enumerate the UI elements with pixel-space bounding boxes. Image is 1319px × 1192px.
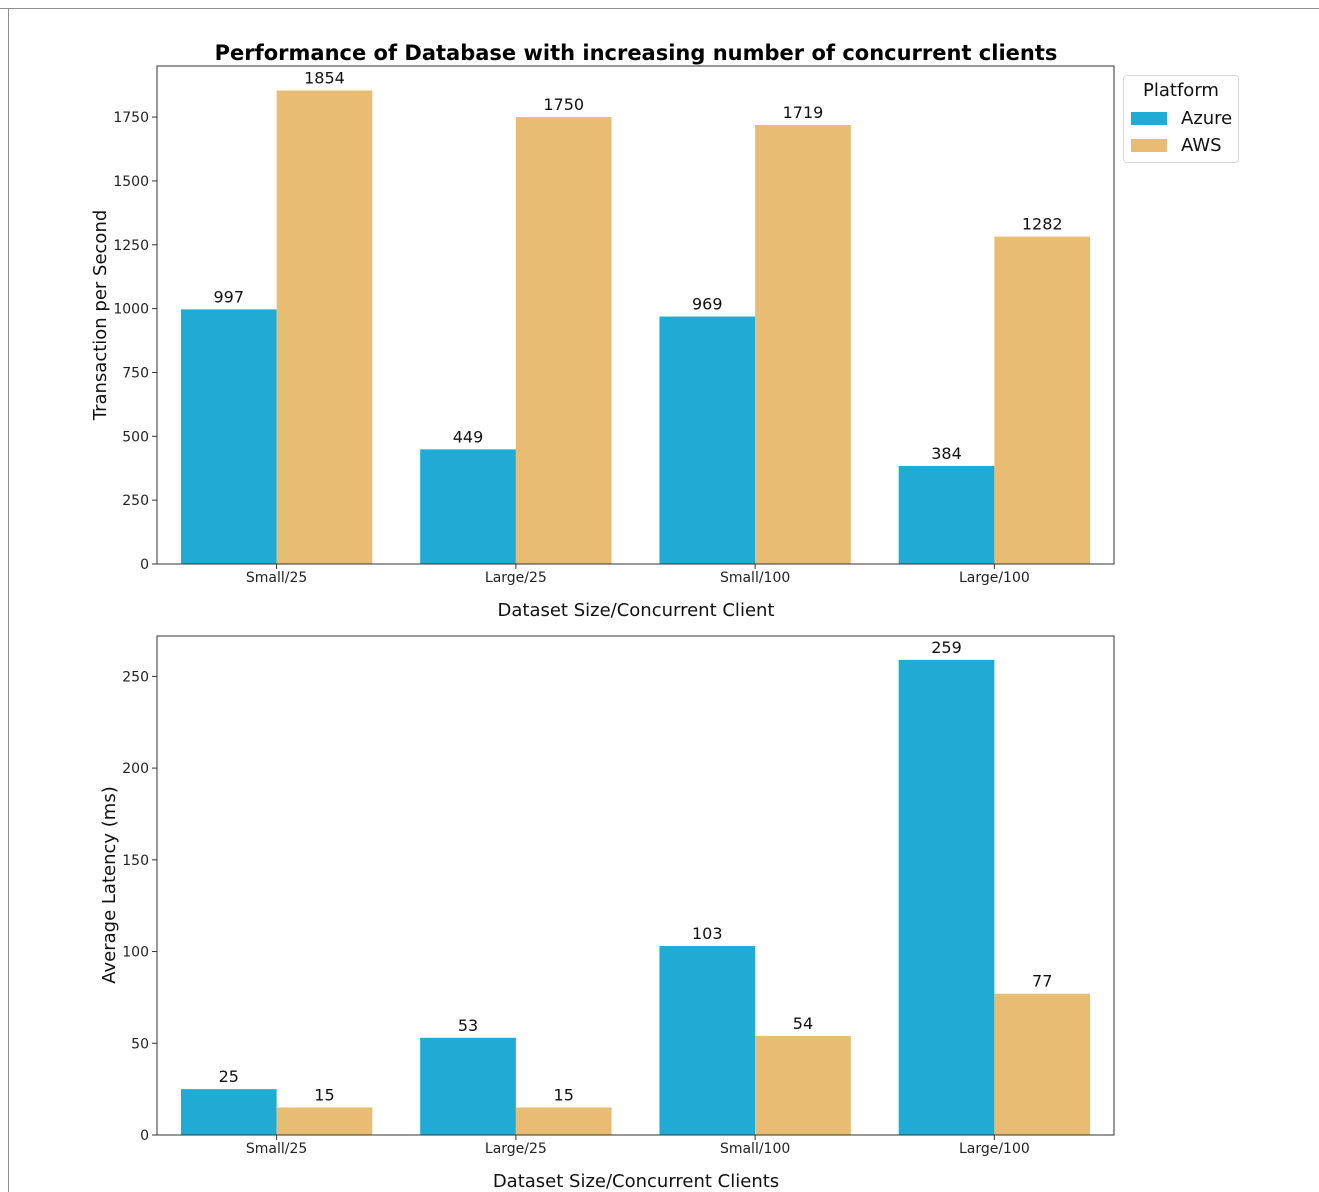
tps-x-axis-label: Dataset Size/Concurrent Client bbox=[498, 600, 775, 621]
tps-y-tick-label: 1000 bbox=[113, 302, 149, 318]
tps-bar-aws bbox=[276, 90, 373, 565]
tps-x-tick-label: Large/100 bbox=[959, 570, 1030, 586]
latency-y-tick-label: 250 bbox=[122, 669, 149, 685]
tps-x-tick-label: Small/25 bbox=[246, 570, 307, 586]
latency-bar-aws bbox=[994, 993, 1091, 1135]
latency-bar-azure bbox=[420, 1037, 516, 1135]
latency-x-axis-label: Dataset Size/Concurrent Clients bbox=[493, 1171, 779, 1192]
tps-bar-azure bbox=[659, 316, 756, 564]
tps-plot-frame bbox=[156, 65, 1115, 565]
tps-bar-aws bbox=[755, 124, 851, 565]
tps-bar-azure bbox=[898, 465, 995, 564]
tps-y-ticks: 0 250 500 750 1000 1250 1500 1750 bbox=[113, 110, 157, 573]
latency-bar-value-label: 103 bbox=[692, 924, 723, 943]
legend-label-aws: AWS bbox=[1181, 134, 1222, 156]
tps-chart: 997 1854 449 1750 969 1719 384 1282 0 250 500 750 1… bbox=[90, 65, 1115, 621]
frame-top-border bbox=[0, 8, 1319, 9]
tps-bars bbox=[180, 90, 1091, 565]
tps-bar-azure bbox=[180, 309, 277, 564]
tps-bar-labels: 997 1854 449 1750 969 1719 384 1282 bbox=[214, 69, 1063, 463]
tps-bar-value-label: 969 bbox=[692, 295, 723, 314]
latency-bar-azure bbox=[180, 1089, 277, 1135]
latency-y-tick-label: 150 bbox=[122, 853, 149, 869]
latency-y-tick-label: 100 bbox=[122, 945, 149, 961]
tps-x-ticks: Small/25 Large/25 Small/100 Large/100 bbox=[246, 564, 1030, 586]
latency-y-axis-label: Average Latency (ms) bbox=[99, 786, 120, 983]
tps-bar-value-label: 997 bbox=[214, 287, 245, 306]
latency-x-ticks: Small/25 Large/25 Small/100 Large/100 bbox=[246, 1135, 1030, 1157]
legend-title: Platform bbox=[1143, 80, 1219, 101]
latency-bars bbox=[180, 659, 1091, 1135]
latency-x-tick-label: Large/100 bbox=[959, 1141, 1030, 1157]
latency-plot-frame bbox=[156, 635, 1115, 1136]
legend-swatch-aws bbox=[1131, 138, 1167, 152]
latency-y-tick-label: 50 bbox=[131, 1036, 149, 1052]
latency-bar-azure bbox=[898, 659, 995, 1135]
legend-label-azure: Azure bbox=[1181, 107, 1233, 129]
legend-swatch-azure bbox=[1131, 111, 1167, 125]
latency-x-tick-label: Large/25 bbox=[485, 1141, 547, 1157]
tps-bar-value-label: 1750 bbox=[543, 95, 584, 114]
tps-y-tick-label: 500 bbox=[122, 429, 149, 445]
tps-x-tick-label: Small/100 bbox=[720, 570, 790, 586]
latency-x-tick-label: Small/100 bbox=[720, 1141, 790, 1157]
tps-bar-azure bbox=[420, 449, 516, 564]
tps-y-tick-label: 1250 bbox=[113, 238, 149, 254]
latency-bar-aws bbox=[276, 1107, 373, 1135]
latency-bar-value-label: 53 bbox=[458, 1016, 478, 1035]
latency-bar-value-label: 25 bbox=[219, 1067, 239, 1086]
tps-bar-value-label: 1854 bbox=[304, 69, 345, 88]
latency-bar-aws bbox=[755, 1035, 851, 1135]
tps-bar-aws bbox=[515, 117, 612, 565]
tps-y-tick-label: 750 bbox=[122, 365, 149, 381]
tps-y-tick-label: 0 bbox=[140, 557, 149, 573]
tps-bar-value-label: 1719 bbox=[783, 103, 824, 122]
tps-bar-value-label: 1282 bbox=[1022, 215, 1063, 234]
latency-bar-value-label: 54 bbox=[793, 1014, 813, 1033]
latency-y-tick-label: 0 bbox=[140, 1128, 149, 1144]
tps-bar-value-label: 384 bbox=[931, 444, 962, 463]
latency-chart: 25 15 53 15 103 54 259 77 0 50 100 150 200 250 Small… bbox=[99, 635, 1115, 1192]
tps-bar-aws bbox=[994, 236, 1091, 564]
latency-bar-aws bbox=[515, 1107, 612, 1135]
legend-item-azure: Azure bbox=[1131, 106, 1232, 130]
tps-y-tick-label: 1750 bbox=[113, 110, 149, 126]
latency-bar-azure bbox=[659, 946, 756, 1135]
latency-bar-value-label: 15 bbox=[554, 1085, 574, 1104]
latency-x-tick-label: Small/25 bbox=[246, 1141, 307, 1157]
tps-y-axis-label: Transaction per Second bbox=[90, 210, 111, 422]
latency-bar-labels: 25 15 53 15 103 54 259 77 bbox=[219, 638, 1053, 1105]
latency-bar-value-label: 77 bbox=[1032, 972, 1052, 991]
legend-item-aws: AWS bbox=[1131, 133, 1222, 157]
frame-left-border bbox=[8, 8, 9, 1192]
latency-bar-value-label: 259 bbox=[931, 638, 962, 657]
tps-x-tick-label: Large/25 bbox=[485, 570, 547, 586]
latency-bar-value-label: 15 bbox=[314, 1085, 334, 1104]
chart-title: Performance of Database with increasing … bbox=[215, 41, 1058, 65]
latency-y-tick-label: 200 bbox=[122, 761, 149, 777]
latency-y-ticks: 0 50 100 150 200 250 bbox=[122, 669, 157, 1144]
tps-y-tick-label: 1500 bbox=[113, 174, 149, 190]
legend: Platform Azure AWS bbox=[1123, 75, 1239, 163]
tps-bar-value-label: 449 bbox=[453, 427, 484, 446]
tps-y-tick-label: 250 bbox=[122, 493, 149, 509]
